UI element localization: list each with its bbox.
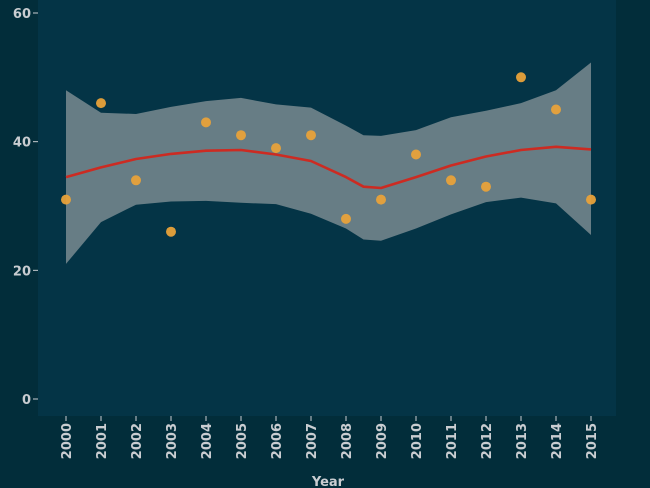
x-tick-label: 2011 <box>445 423 460 459</box>
data-point <box>516 72 526 83</box>
x-tick-label: 2013 <box>515 423 530 459</box>
data-point <box>586 194 596 205</box>
x-axis: 2000 2001 2002 2003 2004 2005 2006 2007 2008 2009… <box>60 416 600 459</box>
x-tick-label: 2003 <box>165 423 180 459</box>
x-tick-label: 2008 <box>340 423 355 459</box>
y-tick-label: 0 <box>22 393 31 408</box>
x-tick-label: 2000 <box>60 423 75 459</box>
data-point <box>166 226 176 237</box>
data-point <box>201 117 211 128</box>
y-axis: 0 20 40 60 <box>13 7 38 408</box>
smooth-fit-line <box>65 145 592 190</box>
x-tick-label: 2014 <box>550 423 565 459</box>
data-point <box>61 194 71 205</box>
data-point <box>446 175 456 186</box>
fit-line <box>65 145 592 190</box>
x-tick-label: 2006 <box>270 423 285 459</box>
confidence-ribbon <box>66 62 591 264</box>
data-point <box>271 143 281 154</box>
x-tick-label: 2010 <box>410 423 425 459</box>
x-tick-label: 2009 <box>375 423 390 459</box>
x-tick-label: 2002 <box>130 423 145 459</box>
x-tick-label: 2005 <box>235 423 250 459</box>
x-tick-label: 2001 <box>95 423 110 459</box>
data-point <box>551 104 561 115</box>
x-tick-label: 2012 <box>480 423 495 459</box>
y-tick-label: 40 <box>13 136 31 151</box>
x-axis-title: Year <box>311 475 345 488</box>
x-tick-label: 2015 <box>585 423 600 459</box>
data-point <box>376 194 386 205</box>
data-points <box>61 72 596 237</box>
x-tick-label: 2007 <box>305 423 320 459</box>
y-tick-label: 60 <box>13 7 31 22</box>
data-point <box>131 175 141 186</box>
data-point <box>96 98 106 109</box>
data-point <box>411 149 421 160</box>
data-point <box>236 130 246 141</box>
x-tick-label: 2004 <box>200 423 215 459</box>
data-point <box>306 130 316 141</box>
data-point <box>481 181 491 192</box>
confidence-band <box>66 62 591 264</box>
y-tick-label: 20 <box>13 264 31 279</box>
data-point <box>341 213 351 224</box>
